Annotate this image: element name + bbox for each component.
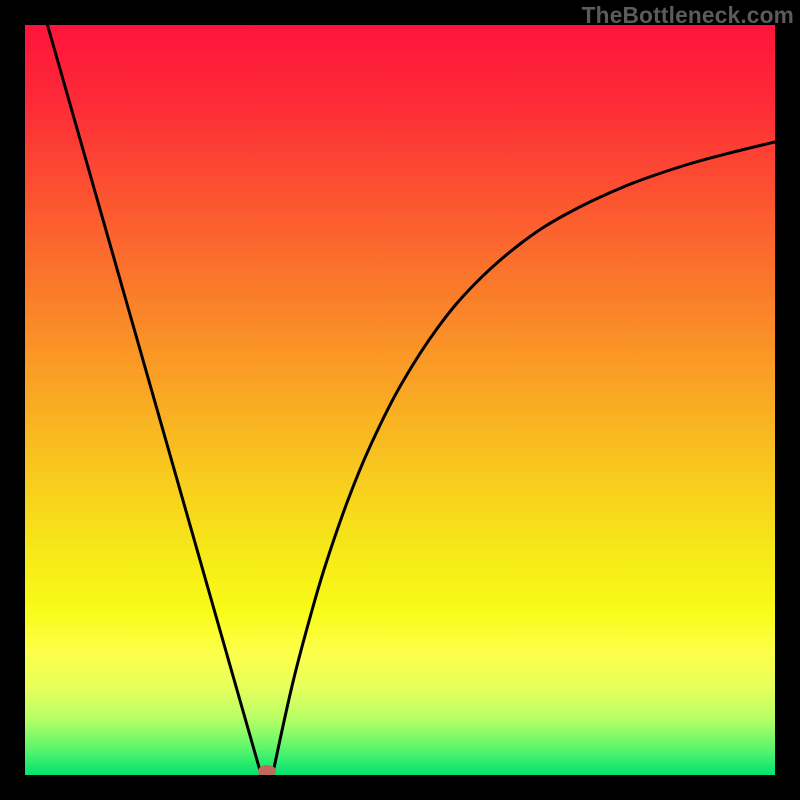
chart-stage: TheBottleneck.com xyxy=(0,0,800,800)
bottleneck-curve xyxy=(25,25,775,775)
plot-area xyxy=(25,25,775,775)
minimum-marker xyxy=(258,765,276,776)
